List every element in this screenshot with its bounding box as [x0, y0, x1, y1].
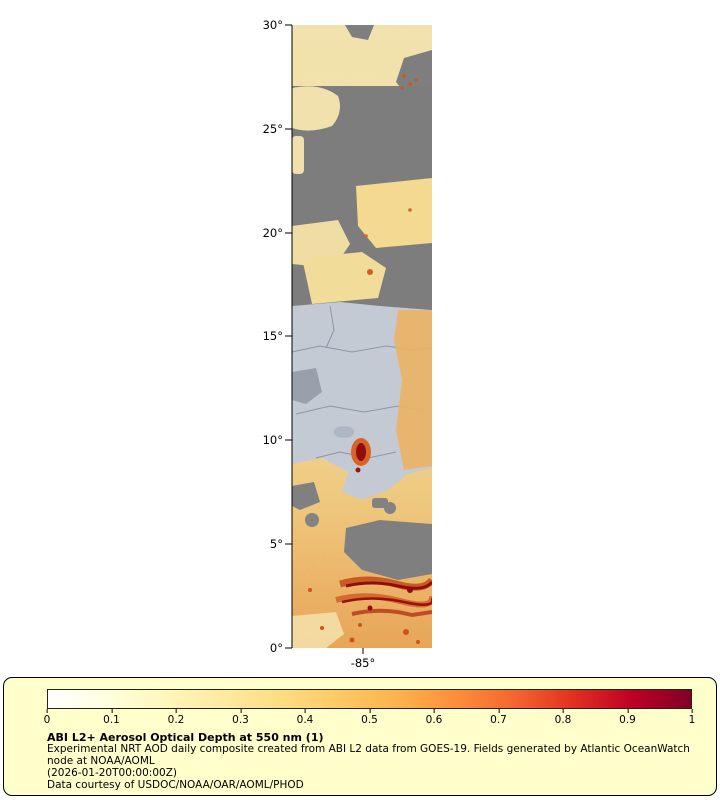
colorbar-tick: 0.2 [167, 709, 185, 726]
aerosol-hotspot [351, 438, 371, 473]
aerosol-streaks [335, 576, 432, 618]
map-raster [292, 25, 432, 648]
colorbar-tick: 1 [688, 709, 696, 726]
y-axis [285, 24, 293, 649]
colorbar-tick: 0.8 [554, 709, 572, 726]
y-tick-label: 5° [270, 537, 283, 551]
colorbar-tick: 0.9 [619, 709, 636, 726]
legend-panel: 0 0.1 0.2 0.3 0.4 0.5 0.6 0.7 0.8 0.9 1 … [3, 677, 717, 796]
legend-title: ABI L2+ Aerosol Optical Depth at 550 nm … [47, 731, 324, 744]
x-tick-label: -85° [351, 656, 376, 670]
colorbar-tick: 0.7 [490, 709, 507, 726]
aod-over-coast [394, 310, 432, 470]
y-tick-label: 10° [263, 433, 283, 447]
y-axis-labels: 30° 25° 20° 15° 10° 5° 0° [263, 18, 283, 655]
legend-credit: Data courtesy of USDOC/NOAA/OAR/AOML/PHO… [47, 779, 304, 791]
colorbar-tick: 0.4 [296, 709, 314, 726]
legend-text-block: ABI L2+ Aerosol Optical Depth at 550 nm … [47, 731, 699, 792]
lake [334, 426, 354, 438]
y-tick-label: 20° [263, 226, 283, 240]
light-aod-patch [292, 612, 344, 648]
colorbar-tick: 0.5 [361, 709, 378, 726]
y-tick-label: 25° [263, 122, 283, 136]
x-axis: -85° [351, 648, 376, 670]
y-tick-label: 30° [263, 18, 283, 32]
y-tick-label: 15° [263, 329, 283, 343]
y-tick-label: 0° [270, 641, 283, 655]
cloud-over-land [292, 368, 322, 404]
map-plot-area: 30° 25° 20° 15° 10° 5° 0° -85° [263, 18, 432, 670]
colorbar-tick: 0.6 [425, 709, 443, 726]
colorbar-tick: 0.3 [232, 709, 249, 726]
aod-map-svg: 30° 25° 20° 15° 10° 5° 0° -85° [263, 18, 432, 670]
aod-patches-in-cloud [292, 86, 432, 304]
legend-description: Experimental NRT AOD daily composite cre… [47, 743, 690, 768]
legend-timestamp: (2026-01-20T00:00:00Z) [47, 767, 177, 780]
colorbar-tick: 0 [43, 709, 51, 726]
cloud-no-data-layer-lower [292, 482, 432, 580]
aod-speckle-dots [308, 74, 420, 644]
colorbar-tick-labels: 0 0.1 0.2 0.3 0.4 0.5 0.6 0.7 0.8 0.9 1 [43, 709, 695, 729]
colorbar-tick: 0.1 [103, 709, 120, 726]
colorbar [47, 689, 692, 709]
